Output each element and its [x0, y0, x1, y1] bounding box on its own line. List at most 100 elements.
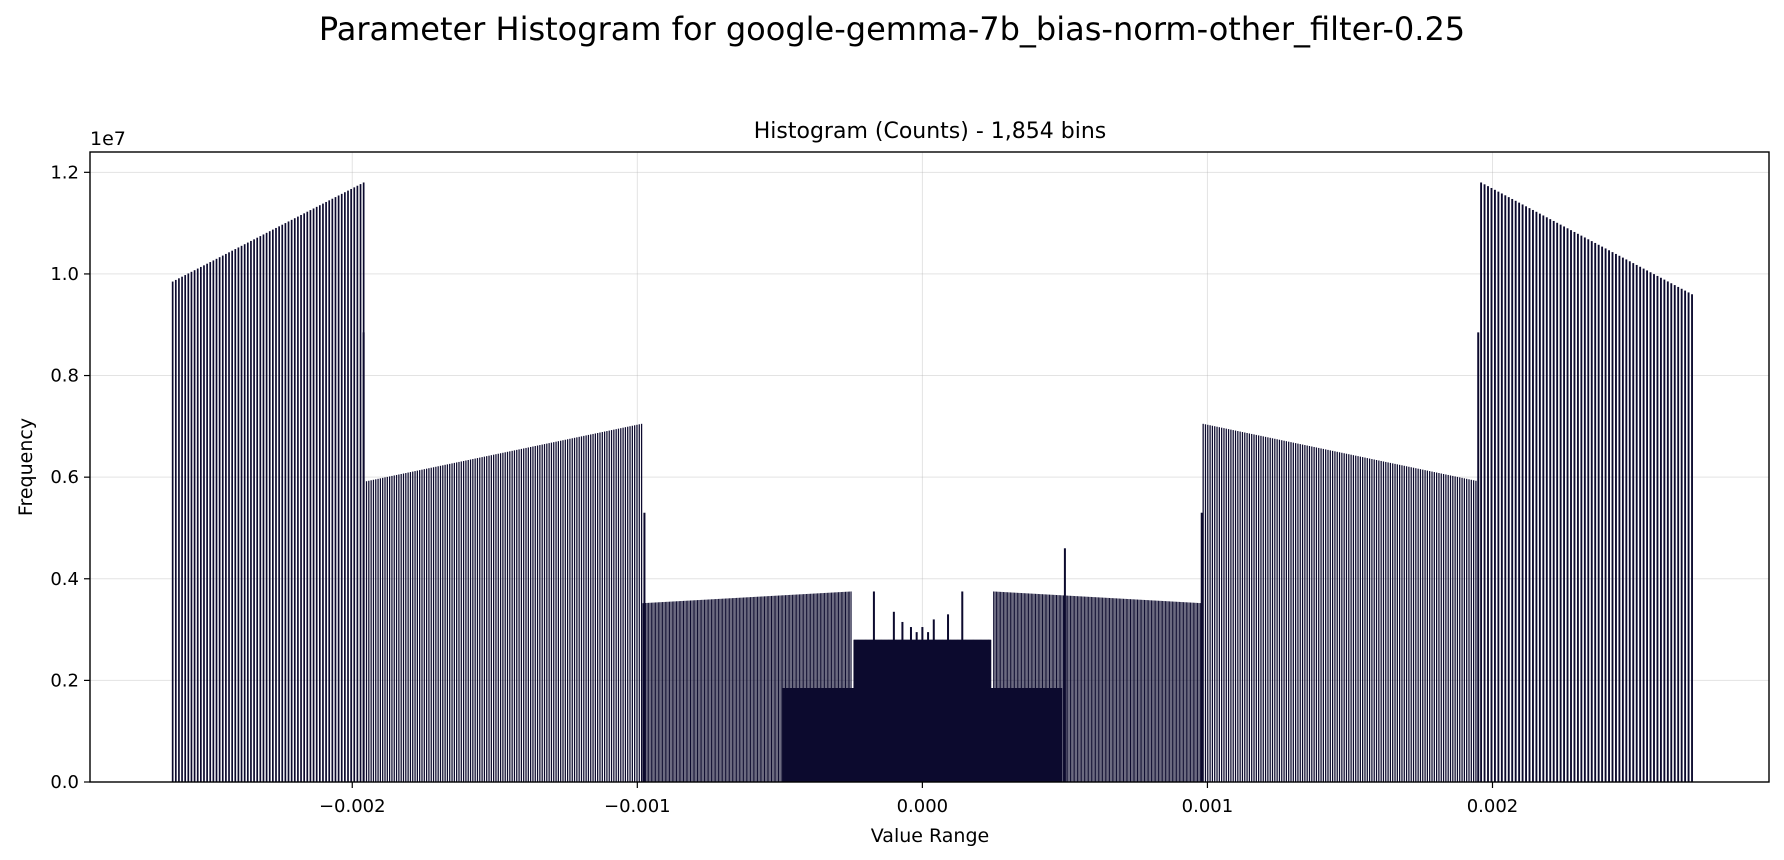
histogram-bar [281, 224, 284, 782]
histogram-bar [734, 597, 736, 782]
histogram-bar [1109, 597, 1111, 782]
histogram-bar [1447, 474, 1449, 782]
histogram-bar [1001, 591, 1003, 782]
histogram-bar [1192, 602, 1194, 782]
histogram-bar [758, 596, 760, 782]
histogram-bar [1670, 283, 1673, 782]
histogram-bar [1185, 602, 1187, 782]
histogram-bar [539, 445, 541, 782]
histogram-bar [1141, 599, 1143, 782]
histogram-bar [1461, 477, 1463, 782]
histogram-bar [1306, 445, 1308, 782]
histogram-bar [590, 434, 592, 782]
histogram-bar [1538, 213, 1541, 783]
histogram-bar [1493, 189, 1496, 782]
histogram-bar [694, 600, 696, 782]
histogram-bar [555, 441, 557, 782]
histogram-bar [430, 467, 432, 782]
histogram-bar [1157, 600, 1159, 782]
histogram-bar [1221, 427, 1223, 782]
histogram-bar [532, 446, 534, 782]
histogram-bar [1083, 596, 1085, 782]
histogram-bar [833, 592, 835, 782]
histogram-bar [1204, 424, 1207, 782]
histogram-bar [370, 480, 372, 782]
histogram-bar [1174, 601, 1176, 782]
histogram-bar [1171, 601, 1173, 782]
histogram-bar [1422, 469, 1424, 782]
histogram-bar [1673, 285, 1676, 782]
histogram-bar [1334, 451, 1336, 782]
histogram-bar [1134, 599, 1136, 782]
histogram-bar [237, 247, 240, 783]
histogram-bar [1327, 449, 1329, 782]
histogram-bar [1232, 430, 1234, 782]
histogram-bar [546, 443, 548, 782]
histogram-bar [1184, 602, 1186, 782]
histogram-bar [437, 466, 439, 782]
histogram-bar [995, 591, 997, 782]
histogram-bar [562, 440, 564, 782]
histogram-bar [488, 455, 490, 782]
histogram-bar [1559, 224, 1562, 782]
histogram-bar [479, 457, 481, 782]
histogram-spike [932, 619, 935, 782]
histogram-bar [215, 258, 218, 782]
histogram-bar [683, 600, 685, 782]
histogram-bar [663, 601, 665, 782]
histogram-bar [449, 463, 451, 782]
histogram-bar [1438, 473, 1440, 782]
histogram-bar [1403, 465, 1405, 782]
histogram-bar [262, 234, 265, 783]
histogram-bar [1475, 480, 1477, 782]
histogram-bar [576, 437, 578, 782]
histogram-bar [1442, 473, 1445, 782]
histogram-bar [710, 599, 712, 782]
histogram-bar [1030, 593, 1032, 782]
histogram-bar [368, 480, 370, 782]
histogram-bar [334, 197, 337, 782]
histogram-bar [1211, 425, 1214, 782]
histogram-spike [643, 512, 646, 782]
histogram-bar [325, 201, 327, 782]
histogram-bar [1188, 602, 1190, 782]
histogram-bar [808, 593, 810, 782]
y-axis-label: Frequency [15, 418, 37, 516]
histogram-bar [548, 443, 550, 782]
histogram-bar [259, 236, 262, 782]
histogram-bar [1082, 596, 1084, 782]
histogram-bar [669, 601, 671, 782]
histogram-bar [754, 596, 756, 782]
histogram-bar [1170, 601, 1172, 782]
histogram-bar [613, 429, 615, 782]
histogram-bar [696, 600, 698, 782]
histogram-bar [203, 265, 205, 782]
histogram-bar [174, 279, 177, 782]
histogram-bar [297, 216, 299, 782]
histogram-bar [1227, 429, 1230, 782]
histogram-bar [1183, 602, 1185, 782]
histogram-bar [1290, 442, 1292, 782]
histogram-bar [599, 432, 601, 782]
histogram-bar [465, 460, 467, 782]
histogram-bar [1528, 208, 1531, 782]
histogram-bar [472, 459, 474, 782]
histogram-bar [676, 601, 678, 782]
histogram-bar [1518, 202, 1521, 782]
histogram-bar [520, 448, 523, 782]
histogram-bar [456, 462, 458, 782]
histogram-bar [687, 600, 689, 782]
histogram-bar [467, 459, 469, 782]
histogram-bar [1684, 290, 1687, 782]
histogram-bar [1313, 446, 1315, 782]
histogram-bar [1255, 434, 1257, 782]
histogram-bar [1387, 462, 1389, 782]
grid-lines [90, 152, 1769, 783]
histogram-bar [689, 600, 691, 782]
histogram-bar [726, 598, 728, 782]
histogram-bar [1062, 595, 1064, 782]
histogram-bar [1382, 461, 1385, 782]
histogram-bar [751, 597, 753, 782]
histogram-bar [998, 591, 1000, 782]
histogram-bar [705, 599, 707, 782]
